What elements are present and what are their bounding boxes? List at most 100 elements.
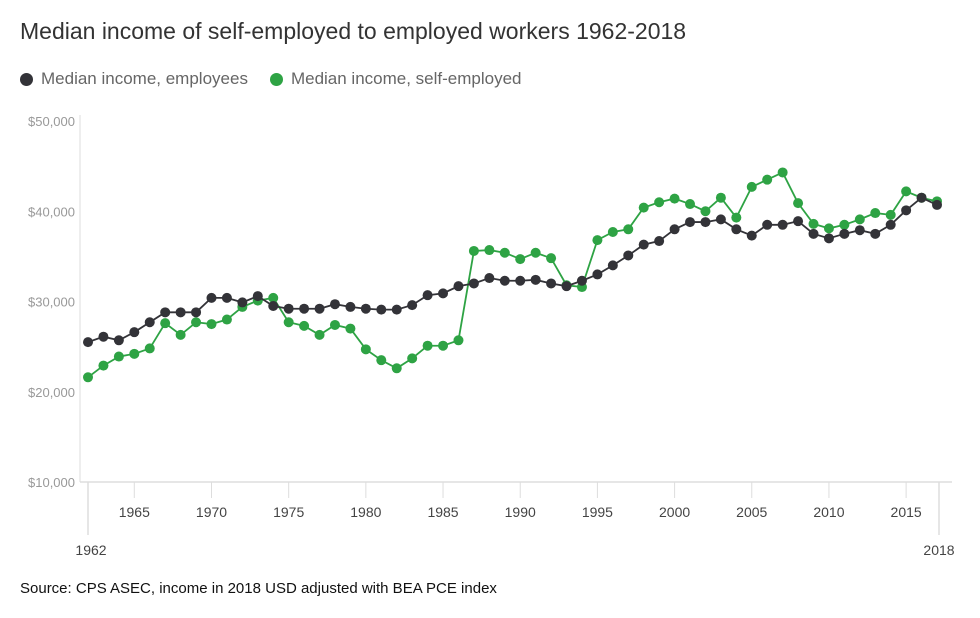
data-point-employees: [422, 290, 433, 301]
y-tick-label: $40,000: [28, 204, 75, 219]
data-point-employees: [576, 275, 587, 286]
data-point-self-employed: [221, 314, 232, 325]
data-point-self-employed: [607, 227, 618, 238]
data-point-employees: [268, 301, 279, 312]
series-line-self-employed: [87, 171, 938, 379]
data-point-self-employed: [268, 292, 279, 303]
x-tick-label: 1995: [582, 504, 613, 520]
data-point-self-employed: [83, 372, 93, 383]
data-point-self-employed: [499, 247, 510, 258]
data-point-employees: [160, 307, 171, 318]
data-point-employees: [468, 278, 479, 289]
data-point-employees: [546, 278, 557, 289]
data-point-employees: [885, 219, 896, 230]
data-point-employees: [746, 230, 757, 241]
data-point-employees: [638, 239, 649, 250]
data-point-self-employed: [314, 329, 325, 340]
x-tick-label: 1985: [427, 504, 458, 520]
data-point-self-employed: [854, 214, 865, 225]
data-point-self-employed: [422, 340, 433, 351]
data-point-employees: [299, 303, 310, 314]
data-point-employees: [530, 274, 541, 285]
chart-title: Median income of self-employed to employ…: [20, 18, 687, 44]
data-point-employees: [932, 199, 942, 210]
x-tick-label: 2000: [659, 504, 690, 520]
data-point-employees: [345, 301, 356, 312]
data-point-self-employed: [391, 363, 402, 374]
data-point-employees: [283, 303, 294, 314]
data-point-self-employed: [376, 355, 387, 366]
data-point-self-employed: [746, 181, 757, 192]
x-tick-label: 2010: [813, 504, 844, 520]
data-point-employees: [592, 269, 603, 280]
data-point-self-employed: [592, 235, 603, 246]
data-point-self-employed: [885, 209, 896, 220]
data-point-self-employed: [438, 340, 449, 351]
data-point-employees: [793, 216, 804, 227]
data-point-self-employed: [901, 186, 912, 197]
data-point-employees: [329, 299, 340, 310]
data-point-self-employed: [793, 198, 804, 209]
data-point-self-employed: [345, 323, 356, 334]
data-point-self-employed: [191, 317, 202, 328]
data-point-employees: [484, 273, 495, 284]
data-point-employees: [715, 214, 726, 225]
data-point-employees: [808, 228, 819, 239]
data-point-employees: [221, 292, 232, 303]
legend-marker-employees: [20, 72, 33, 86]
data-point-employees: [453, 281, 464, 292]
x-tick-label: 1975: [273, 504, 304, 520]
data-point-employees: [407, 300, 418, 311]
data-point-self-employed: [546, 253, 557, 264]
data-point-self-employed: [453, 335, 464, 346]
data-point-self-employed: [360, 344, 371, 355]
data-point-self-employed: [762, 174, 773, 185]
data-point-self-employed: [407, 353, 418, 364]
data-point-self-employed: [144, 343, 155, 354]
data-point-employees: [391, 304, 402, 315]
x-tick-label: 1970: [196, 504, 227, 520]
data-point-employees: [129, 327, 140, 338]
data-point-employees: [731, 224, 742, 235]
data-point-self-employed: [98, 360, 109, 371]
data-point-employees: [83, 337, 93, 348]
data-point-self-employed: [160, 318, 171, 329]
data-point-employees: [561, 281, 572, 292]
data-point-self-employed: [283, 317, 294, 328]
data-point-self-employed: [669, 193, 680, 204]
data-point-employees: [654, 236, 665, 247]
data-point-employees: [98, 331, 109, 342]
data-point-self-employed: [329, 319, 340, 330]
data-point-self-employed: [777, 167, 788, 178]
data-point-self-employed: [715, 192, 726, 203]
data-point-employees: [252, 291, 263, 302]
data-point-self-employed: [731, 212, 742, 223]
y-tick-label: $30,000: [28, 295, 75, 310]
data-point-employees: [870, 228, 881, 239]
data-point-employees: [685, 217, 696, 228]
data-point-self-employed: [530, 247, 541, 258]
legend-label-self-employed: Median income, self-employed: [290, 69, 522, 88]
legend-marker-self-employed: [269, 72, 283, 86]
data-point-employees: [839, 228, 850, 239]
data-point-employees: [777, 219, 788, 230]
data-point-self-employed: [175, 329, 186, 340]
data-point-employees: [515, 275, 526, 286]
data-point-employees: [175, 307, 186, 318]
legend-label-employees: Median income, employees: [41, 69, 248, 88]
data-point-employees: [499, 275, 510, 286]
source-note: Source: CPS ASEC, income in 2018 USD adj…: [20, 580, 497, 597]
data-point-self-employed: [638, 202, 649, 213]
x-tick-label: 2015: [891, 504, 922, 520]
data-point-self-employed: [484, 245, 495, 256]
legend-item-employees: Median income, employees: [20, 69, 248, 89]
data-point-employees: [360, 303, 371, 314]
data-point-self-employed: [468, 245, 479, 256]
data-point-employees: [669, 224, 680, 235]
data-point-employees: [854, 225, 865, 236]
data-point-self-employed: [129, 348, 140, 359]
data-point-self-employed: [685, 199, 696, 210]
y-tick-label: $10,000: [28, 475, 75, 490]
data-point-self-employed: [515, 254, 526, 265]
data-point-self-employed: [870, 208, 881, 219]
